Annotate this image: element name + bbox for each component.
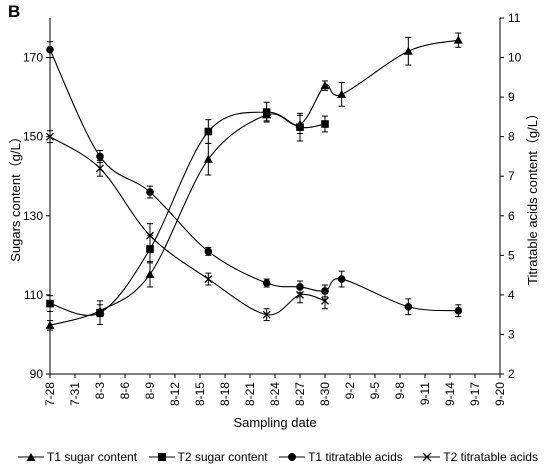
panel-label: B <box>8 2 21 21</box>
legend-item-t2-sugar: T2 sugar content <box>148 449 268 465</box>
x-tick-label: 7-28 <box>43 382 57 406</box>
legend-item-t1-acids: T1 titratable acids <box>279 449 403 465</box>
square-marker-icon <box>148 453 175 461</box>
x-tick-label: 8-3 <box>93 382 107 400</box>
series-line-4 <box>49 136 326 316</box>
data-point-series-4 <box>296 290 304 299</box>
data-point-series-4 <box>146 231 154 240</box>
x-axis-title: Sampling date <box>233 415 316 430</box>
legend-label-t2-sugar: T2 sugar content <box>177 450 268 464</box>
x-tick-label: 8-18 <box>218 382 232 406</box>
legend-label-t1-acids: T1 titratable acids <box>308 450 403 464</box>
x-tick-label: 8-12 <box>168 382 182 406</box>
legend-label-t2-acids: T2 titratable acids <box>443 450 538 464</box>
y-right-tick-label: 10 <box>508 51 522 65</box>
data-point-series-3 <box>262 279 271 287</box>
y-axis-title-left: Sugars content（g/L） <box>8 130 23 262</box>
data-point-series-1 <box>403 46 413 55</box>
y-left-tick-label: 130 <box>23 209 43 223</box>
x-tick-label: 9-2 <box>343 382 357 400</box>
data-point-series-2 <box>146 245 154 253</box>
data-point-series-1 <box>337 89 347 98</box>
data-point-series-1 <box>320 81 330 90</box>
y-left-tick-label: 170 <box>23 51 43 65</box>
triangle-marker-icon <box>18 453 44 461</box>
legend-item-t1-sugar: T1 sugar content <box>18 449 137 465</box>
data-point-series-1 <box>45 320 55 329</box>
y-left-tick-label: 150 <box>23 130 43 144</box>
y-right-tick-label: 4 <box>508 288 515 302</box>
data-point-series-3 <box>146 188 154 196</box>
y-right-tick-label: 6 <box>508 209 515 223</box>
y-right-tick-label: 5 <box>508 248 515 262</box>
x-tick-label: 9-11 <box>418 382 432 405</box>
data-point-series-2 <box>262 108 271 116</box>
data-point-series-4 <box>204 275 213 284</box>
x-tick-label: 8-6 <box>118 382 132 400</box>
y-right-tick-label: 3 <box>508 327 515 341</box>
legend-item-t2-acids: T2 titratable acids <box>414 449 538 465</box>
line-chart: 90 110 130 150 170 2 3 4 5 6 7 8 9 10 11 7-28 7-31 8-3 8-6… <box>8 11 540 430</box>
data-point-series-3 <box>204 247 213 256</box>
series-line-3 <box>49 49 459 312</box>
data-point-series-2 <box>46 299 54 308</box>
x-tick-label: 8-21 <box>243 382 257 406</box>
data-point-series-3 <box>337 275 346 283</box>
y-axis-title-right: Titratable acids content（g/L） <box>525 107 540 285</box>
x-tick-label: 8-30 <box>318 382 332 406</box>
x-tick-label: 9-17 <box>468 382 482 406</box>
data-point-series-3 <box>46 45 54 54</box>
x-marker-icon <box>414 452 441 462</box>
data-point-series-4 <box>321 296 329 305</box>
data-point-series-2 <box>204 127 213 136</box>
data-point-series-2 <box>96 308 104 317</box>
data-point-series-4 <box>46 132 54 141</box>
y-right-tick-label: 2 <box>508 367 515 381</box>
legend-label-t1-sugar: T1 sugar content <box>47 450 138 464</box>
data-point-series-3 <box>96 152 104 161</box>
x-tick-label: 9-5 <box>368 382 382 400</box>
legend: T1 sugar content T2 sugar content T1 tit… <box>18 449 538 465</box>
circle-marker-icon <box>279 453 306 461</box>
data-point-series-1 <box>145 269 155 278</box>
y-right-tick-label: 9 <box>508 90 515 104</box>
x-tick-label: 8-15 <box>193 382 207 406</box>
x-tick-label: 9-20 <box>493 382 507 406</box>
data-point-series-4 <box>262 310 271 319</box>
y-left-tick-label: 110 <box>24 288 43 302</box>
y-right-tick-label: 7 <box>508 169 515 183</box>
series-line-1 <box>49 39 459 326</box>
data-point-series-2 <box>321 120 329 128</box>
data-point-series-2 <box>296 123 304 131</box>
data-point-series-3 <box>404 302 413 311</box>
y-left-tick-label: 90 <box>30 367 44 381</box>
x-tick-label: 9-8 <box>393 382 407 400</box>
x-tick-label: 9-14 <box>443 382 457 406</box>
y-right-tick-label: 8 <box>508 130 515 144</box>
data-point-series-4 <box>96 164 104 173</box>
x-tick-label: 8-24 <box>268 382 282 406</box>
data-point-series-1 <box>203 154 213 163</box>
x-tick-label: 8-9 <box>143 382 157 400</box>
y-right-tick-label: 11 <box>508 11 521 25</box>
x-tick-label: 8-27 <box>293 382 307 406</box>
data-point-series-1 <box>453 35 463 44</box>
data-point-series-3 <box>454 306 463 315</box>
x-tick-label: 7-31 <box>68 382 82 406</box>
